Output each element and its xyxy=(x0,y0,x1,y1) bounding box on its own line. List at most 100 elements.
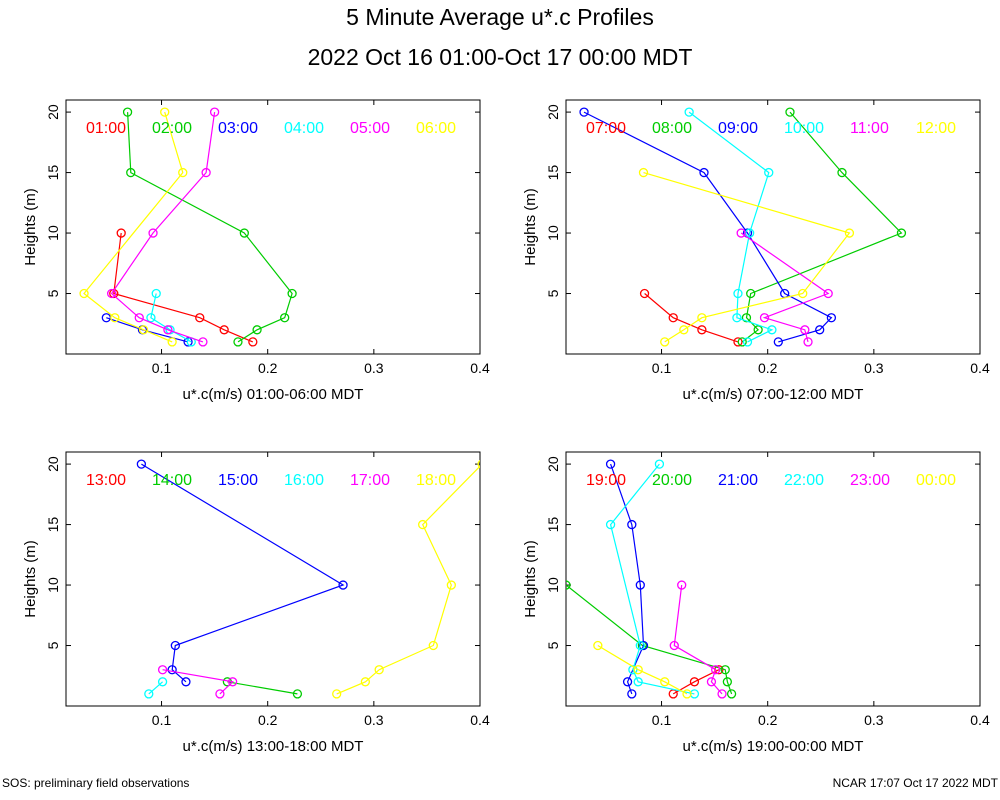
chart-panel-1: 0.1 0.2 0.3 0.4 5 10 15 20 u*.c(m/s) 01:00-06:00… xyxy=(22,99,490,403)
data-point xyxy=(759,313,770,323)
data-point xyxy=(654,459,665,469)
data-point xyxy=(679,325,689,335)
series-line-1000 xyxy=(688,111,774,343)
plot-frame xyxy=(65,99,481,355)
legend-entry: 17:00 xyxy=(350,472,390,489)
data-point xyxy=(717,689,727,699)
data-point xyxy=(697,325,707,335)
x-tick-label: 0.2 xyxy=(258,712,278,728)
data-point xyxy=(110,313,120,323)
series-line-0500 xyxy=(110,112,216,343)
legend-entry: 23:00 xyxy=(850,472,890,489)
data-point xyxy=(287,288,297,299)
y-tick-label: 20 xyxy=(545,456,561,472)
data-point xyxy=(733,288,743,299)
legend-entry: 20:00 xyxy=(652,472,692,489)
data-point xyxy=(753,325,763,335)
data-point xyxy=(167,337,177,347)
y-tick-label: 15 xyxy=(545,165,561,181)
legend-entry: 02:00 xyxy=(152,120,192,137)
data-point xyxy=(720,665,730,675)
data-point xyxy=(228,677,238,687)
data-point xyxy=(684,107,694,117)
data-point xyxy=(736,228,746,238)
legend-entry: 19:00 xyxy=(586,472,626,489)
series-layer xyxy=(136,459,480,699)
data-point xyxy=(605,519,616,530)
chart-panel-3: 0.1 0.2 0.3 0.4 5 10 15 20 u*.c(m/s) 13:00-18:00… xyxy=(22,451,490,755)
series-line-2300 xyxy=(673,584,723,695)
y-tick-label: 10 xyxy=(545,225,561,241)
data-point xyxy=(167,665,177,675)
data-point xyxy=(136,459,147,469)
data-point xyxy=(711,665,721,675)
data-point xyxy=(764,167,774,178)
data-point xyxy=(800,325,810,335)
data-point xyxy=(144,689,154,699)
legend-entry: 05:00 xyxy=(350,120,390,137)
legend-entry: 22:00 xyxy=(784,472,824,489)
legend-entry: 18:00 xyxy=(416,472,456,489)
data-point xyxy=(138,325,149,335)
legend-entry: 04:00 xyxy=(284,120,324,137)
data-point xyxy=(163,325,173,335)
legend-entry: 00:00 xyxy=(916,472,956,489)
series-line-2200 xyxy=(609,463,695,695)
series-line-0600 xyxy=(83,111,184,343)
data-point xyxy=(477,459,480,469)
y-tick-label: 10 xyxy=(45,225,61,241)
y-tick-label: 10 xyxy=(45,577,61,593)
data-point xyxy=(579,107,589,117)
data-point xyxy=(741,313,752,323)
series-line-0700 xyxy=(644,293,739,343)
legend-entry: 06:00 xyxy=(416,120,456,137)
data-point xyxy=(160,107,170,117)
data-point xyxy=(170,640,180,651)
x-tick-label: 0.3 xyxy=(364,360,384,376)
x-tick-label: 0.2 xyxy=(758,360,778,376)
x-tick-label: 0.1 xyxy=(152,360,172,376)
x-axis-label: u*.c(m/s) 07:00-12:00 MDT xyxy=(683,386,864,403)
data-point xyxy=(627,519,637,530)
figure-title: 5 Minute Average u*.c Profiles xyxy=(346,4,654,30)
y-tick-label: 20 xyxy=(545,104,561,120)
data-point xyxy=(635,640,645,651)
x-tick-label: 0.2 xyxy=(758,712,778,728)
series-layer xyxy=(566,459,737,699)
plot-frame xyxy=(565,99,981,355)
series-line-1400 xyxy=(227,681,298,695)
data-point xyxy=(826,313,837,323)
data-point xyxy=(773,337,783,347)
data-point xyxy=(844,228,855,238)
y-tick-label: 5 xyxy=(545,641,561,649)
data-point xyxy=(593,640,603,651)
data-point xyxy=(215,689,225,699)
data-point xyxy=(815,325,825,335)
data-point xyxy=(660,677,670,687)
data-point xyxy=(689,677,700,687)
data-point xyxy=(280,313,290,323)
data-point xyxy=(669,640,679,651)
data-point xyxy=(668,313,678,323)
y-axis-label: Heights (m) xyxy=(22,540,39,618)
data-point xyxy=(157,677,168,687)
x-tick-label: 0.4 xyxy=(970,712,990,728)
data-point xyxy=(183,337,193,347)
series-line-2100 xyxy=(610,463,645,695)
series-line-0900 xyxy=(583,111,833,343)
data-point xyxy=(233,337,243,347)
legend-entry: 15:00 xyxy=(218,472,258,489)
legend-entry: 10:00 xyxy=(784,120,824,137)
x-tick-label: 0.4 xyxy=(470,712,490,728)
x-tick-label: 0.3 xyxy=(864,712,884,728)
y-tick-label: 15 xyxy=(545,517,561,533)
data-point xyxy=(627,689,637,699)
legend-entry: 07:00 xyxy=(586,120,626,137)
y-tick-label: 15 xyxy=(45,517,61,533)
data-point xyxy=(181,677,191,687)
data-point xyxy=(360,677,371,687)
data-point xyxy=(677,580,687,590)
data-point xyxy=(198,337,208,347)
data-point xyxy=(746,288,756,299)
